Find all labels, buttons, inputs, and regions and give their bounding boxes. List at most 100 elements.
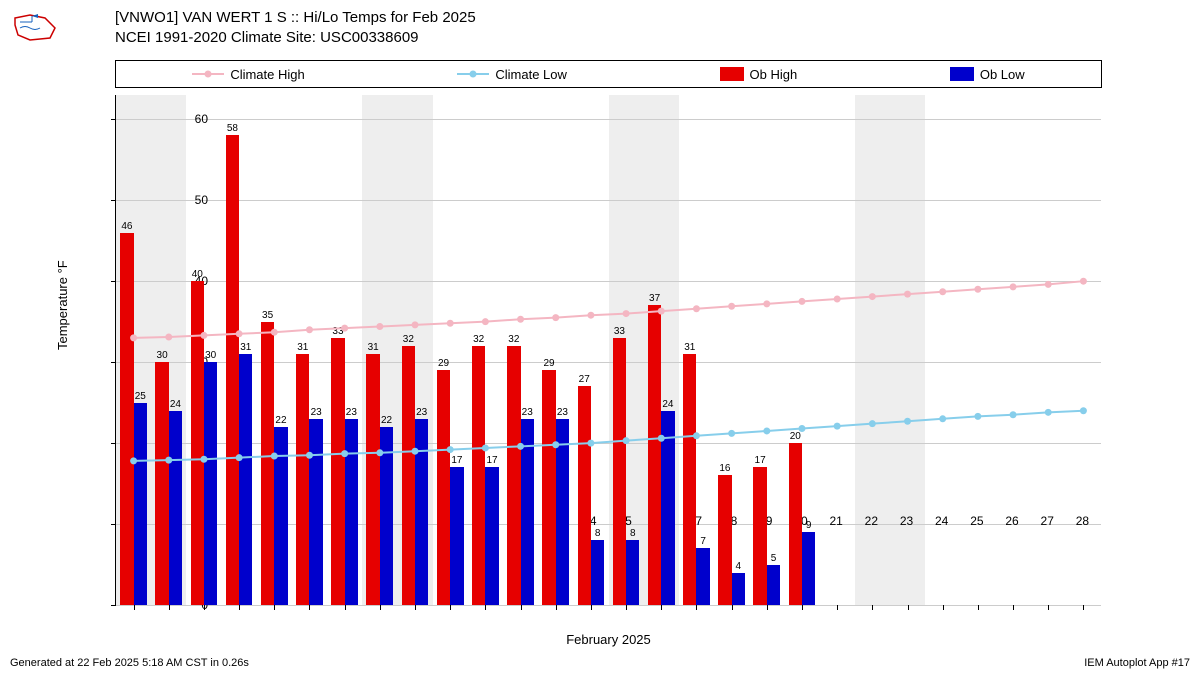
ob-high-label: 27 <box>579 374 590 385</box>
ob-low-bar <box>309 419 322 605</box>
gridline <box>116 281 1101 282</box>
ob-low-label: 30 <box>205 350 216 361</box>
ob-low-bar <box>591 540 604 605</box>
ob-low-label: 8 <box>595 528 601 539</box>
ob-high-label: 17 <box>755 455 766 466</box>
ob-high-label: 40 <box>192 269 203 280</box>
x-tick-label: 28 <box>1076 514 1089 528</box>
y-tick-label: 60 <box>195 112 208 126</box>
ob-high-bar <box>613 338 626 605</box>
ob-low-bar <box>661 411 674 605</box>
ob-low-label: 23 <box>557 407 568 418</box>
ob-high-bar <box>578 386 591 605</box>
legend-ob-high: Ob High <box>720 67 798 82</box>
chart-plot-area: February 2025 46304058353133313229323229… <box>115 95 1101 606</box>
ob-high-bar <box>296 354 309 605</box>
ob-low-label: 17 <box>486 455 497 466</box>
ob-low-label: 22 <box>275 415 286 426</box>
x-tick-label: 27 <box>1041 514 1054 528</box>
footer-app: IEM Autoplot App #17 <box>1084 657 1190 669</box>
ob-high-bar <box>472 346 485 605</box>
ob-high-bar <box>753 467 766 605</box>
ob-high-bar <box>226 135 239 605</box>
ob-high-label: 33 <box>332 326 343 337</box>
ob-high-label: 37 <box>649 293 660 304</box>
ob-low-bar <box>626 540 639 605</box>
gridline <box>116 605 1101 606</box>
ob-high-bar <box>366 354 379 605</box>
ob-high-bar <box>437 370 450 605</box>
ob-high-label: 32 <box>473 334 484 345</box>
iem-logo <box>10 10 60 45</box>
y-axis-label: Temperature °F <box>55 260 70 350</box>
ob-low-bar <box>274 427 287 605</box>
chart-legend: Climate High Climate Low Ob High Ob Low <box>115 60 1102 88</box>
ob-high-bar <box>261 322 274 605</box>
ob-high-label: 32 <box>508 334 519 345</box>
ob-low-bar <box>380 427 393 605</box>
ob-low-label: 25 <box>135 391 146 402</box>
ob-low-label: 24 <box>170 399 181 410</box>
ob-high-bar <box>683 354 696 605</box>
weekend-band <box>855 95 890 605</box>
ob-low-label: 22 <box>381 415 392 426</box>
x-tick-label: 21 <box>829 514 842 528</box>
y-tick-label: 50 <box>195 193 208 207</box>
ob-high-bar <box>542 370 555 605</box>
ob-low-bar <box>134 403 147 605</box>
ob-low-bar <box>450 467 463 605</box>
ob-low-label: 31 <box>240 342 251 353</box>
ob-low-bar <box>556 419 569 605</box>
ob-high-bar <box>191 281 204 605</box>
ob-high-label: 32 <box>403 334 414 345</box>
ob-high-bar <box>789 443 802 605</box>
ob-low-bar <box>802 532 815 605</box>
ob-high-label: 29 <box>438 358 449 369</box>
ob-high-label: 31 <box>368 342 379 353</box>
ob-low-label: 24 <box>662 399 673 410</box>
ob-high-bar <box>507 346 520 605</box>
ob-low-bar <box>415 419 428 605</box>
legend-climate-low: Climate Low <box>457 67 567 82</box>
ob-low-label: 23 <box>346 407 357 418</box>
title-line-1: [VNWO1] VAN WERT 1 S :: Hi/Lo Temps for … <box>115 8 476 28</box>
ob-high-bar <box>402 346 415 605</box>
ob-low-label: 23 <box>311 407 322 418</box>
ob-low-label: 23 <box>522 407 533 418</box>
ob-high-bar <box>718 475 731 605</box>
x-tick-label: 25 <box>970 514 983 528</box>
x-axis-label: February 2025 <box>566 632 651 647</box>
ob-high-label: 31 <box>297 342 308 353</box>
ob-low-bar <box>485 467 498 605</box>
ob-high-label: 29 <box>543 358 554 369</box>
ob-high-label: 20 <box>790 431 801 442</box>
ob-high-bar <box>331 338 344 605</box>
title-line-2: NCEI 1991-2020 Climate Site: USC00338609 <box>115 28 476 48</box>
weekend-band <box>890 95 925 605</box>
ob-high-bar <box>120 233 133 605</box>
ob-high-label: 16 <box>719 463 730 474</box>
ob-low-bar <box>767 565 780 605</box>
chart-title: [VNWO1] VAN WERT 1 S :: Hi/Lo Temps for … <box>115 8 476 47</box>
gridline <box>116 200 1101 201</box>
legend-climate-high: Climate High <box>192 67 304 82</box>
ob-high-label: 33 <box>614 326 625 337</box>
ob-low-label: 23 <box>416 407 427 418</box>
ob-high-bar <box>648 305 661 605</box>
ob-low-label: 7 <box>700 536 706 547</box>
x-tick-label: 22 <box>865 514 878 528</box>
ob-low-label: 5 <box>771 553 777 564</box>
ob-high-label: 46 <box>121 221 132 232</box>
ob-low-bar <box>521 419 534 605</box>
ob-low-label: 4 <box>736 561 742 572</box>
ob-low-bar <box>345 419 358 605</box>
ob-low-label: 8 <box>630 528 636 539</box>
x-tick-label: 26 <box>1005 514 1018 528</box>
ob-low-bar <box>239 354 252 605</box>
ob-high-label: 30 <box>157 350 168 361</box>
ob-low-label: 17 <box>451 455 462 466</box>
x-tick-label: 24 <box>935 514 948 528</box>
ob-low-bar <box>169 411 182 605</box>
x-tick-label: 23 <box>900 514 913 528</box>
ob-high-bar <box>155 362 168 605</box>
